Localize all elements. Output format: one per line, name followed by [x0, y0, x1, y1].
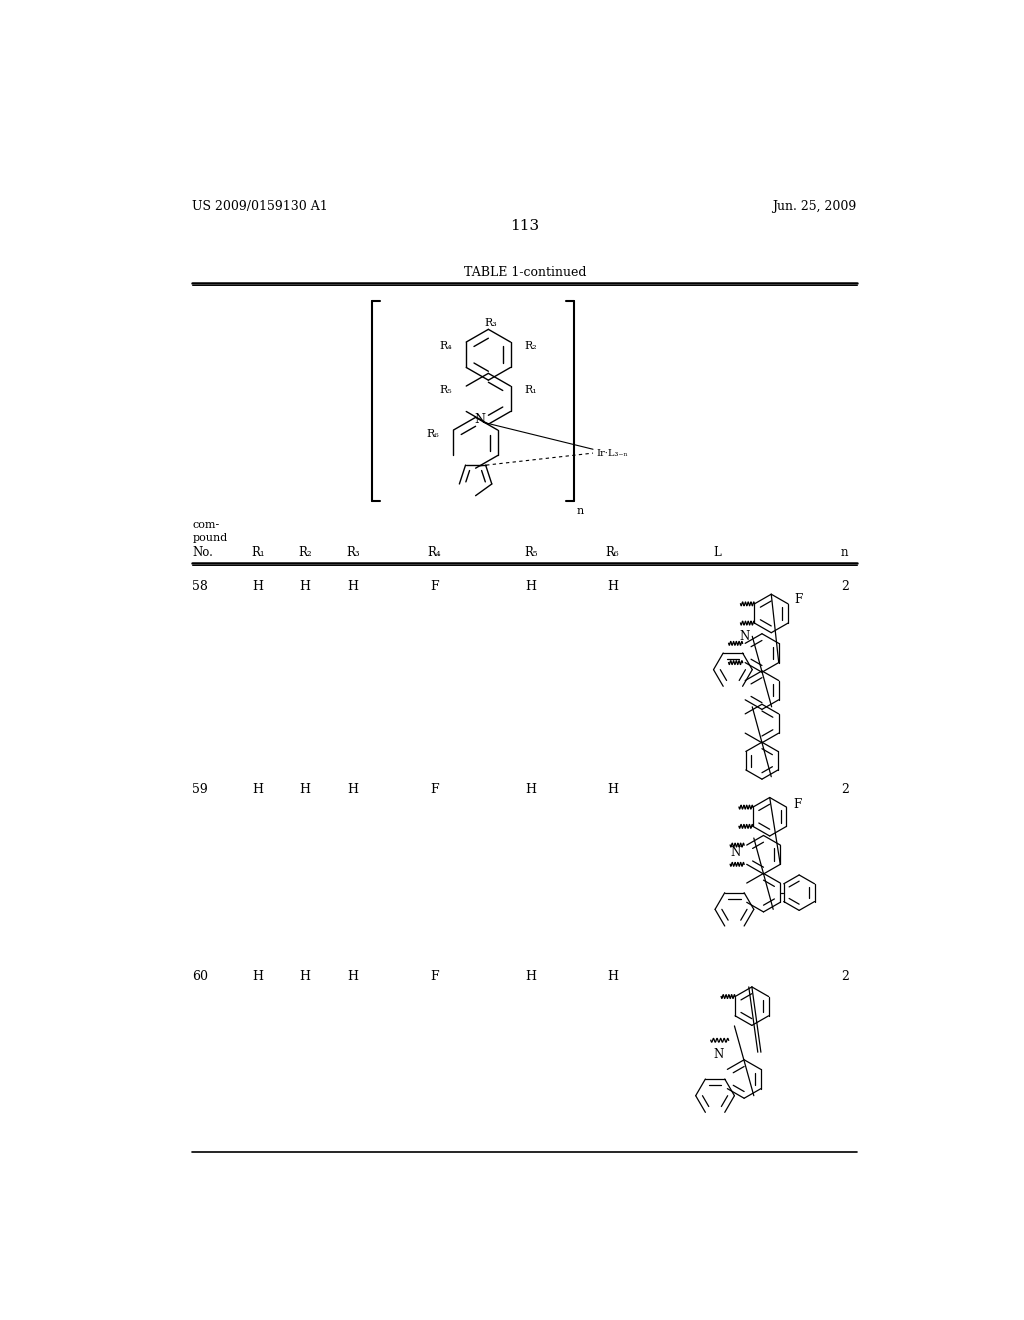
Text: R₆: R₆	[426, 429, 439, 438]
Text: TABLE 1-continued: TABLE 1-continued	[464, 265, 586, 279]
Text: L: L	[713, 546, 721, 560]
Text: H: H	[347, 970, 358, 983]
Text: N: N	[739, 630, 750, 643]
Text: 59: 59	[193, 783, 208, 796]
Text: R₁: R₁	[524, 384, 538, 395]
Text: H: H	[253, 579, 264, 593]
Text: H: H	[253, 783, 264, 796]
Text: H: H	[607, 579, 617, 593]
Text: H: H	[347, 783, 358, 796]
Text: H: H	[253, 970, 264, 983]
Text: H: H	[525, 970, 537, 983]
Text: H: H	[299, 579, 310, 593]
Text: 60: 60	[193, 970, 208, 983]
Text: H: H	[299, 970, 310, 983]
Text: R₄: R₄	[439, 341, 452, 351]
Text: R₄: R₄	[427, 546, 441, 560]
Text: N: N	[713, 1048, 723, 1061]
Text: N: N	[730, 846, 740, 859]
Text: H: H	[347, 579, 358, 593]
Text: R₃: R₃	[346, 546, 359, 560]
Text: 2: 2	[841, 970, 849, 983]
Text: F: F	[430, 579, 438, 593]
Text: 58: 58	[193, 579, 208, 593]
Text: US 2009/0159130 A1: US 2009/0159130 A1	[193, 199, 328, 213]
Text: n: n	[841, 546, 849, 560]
Text: com-: com-	[193, 520, 219, 529]
Text: F: F	[793, 799, 801, 812]
Text: N: N	[474, 413, 485, 426]
Text: No.: No.	[193, 546, 213, 560]
Text: R₂: R₂	[524, 341, 538, 351]
Text: R₃: R₃	[484, 318, 497, 329]
Text: F: F	[430, 783, 438, 796]
Text: n: n	[577, 506, 584, 516]
Text: H: H	[299, 783, 310, 796]
Text: R₂: R₂	[298, 546, 311, 560]
Text: pound: pound	[193, 533, 227, 543]
Text: R₅: R₅	[524, 546, 538, 560]
Text: H: H	[525, 783, 537, 796]
Text: Ir·L₃₋ₙ: Ir·L₃₋ₙ	[597, 449, 629, 458]
Text: F: F	[430, 970, 438, 983]
Text: H: H	[607, 783, 617, 796]
Text: R₆: R₆	[605, 546, 620, 560]
Text: R₅: R₅	[439, 384, 452, 395]
Text: 2: 2	[841, 783, 849, 796]
Text: 113: 113	[510, 219, 540, 234]
Text: 2: 2	[841, 579, 849, 593]
Text: H: H	[607, 970, 617, 983]
Text: H: H	[525, 579, 537, 593]
Text: Jun. 25, 2009: Jun. 25, 2009	[772, 199, 856, 213]
Text: F: F	[795, 594, 803, 606]
Text: R₁: R₁	[251, 546, 265, 560]
